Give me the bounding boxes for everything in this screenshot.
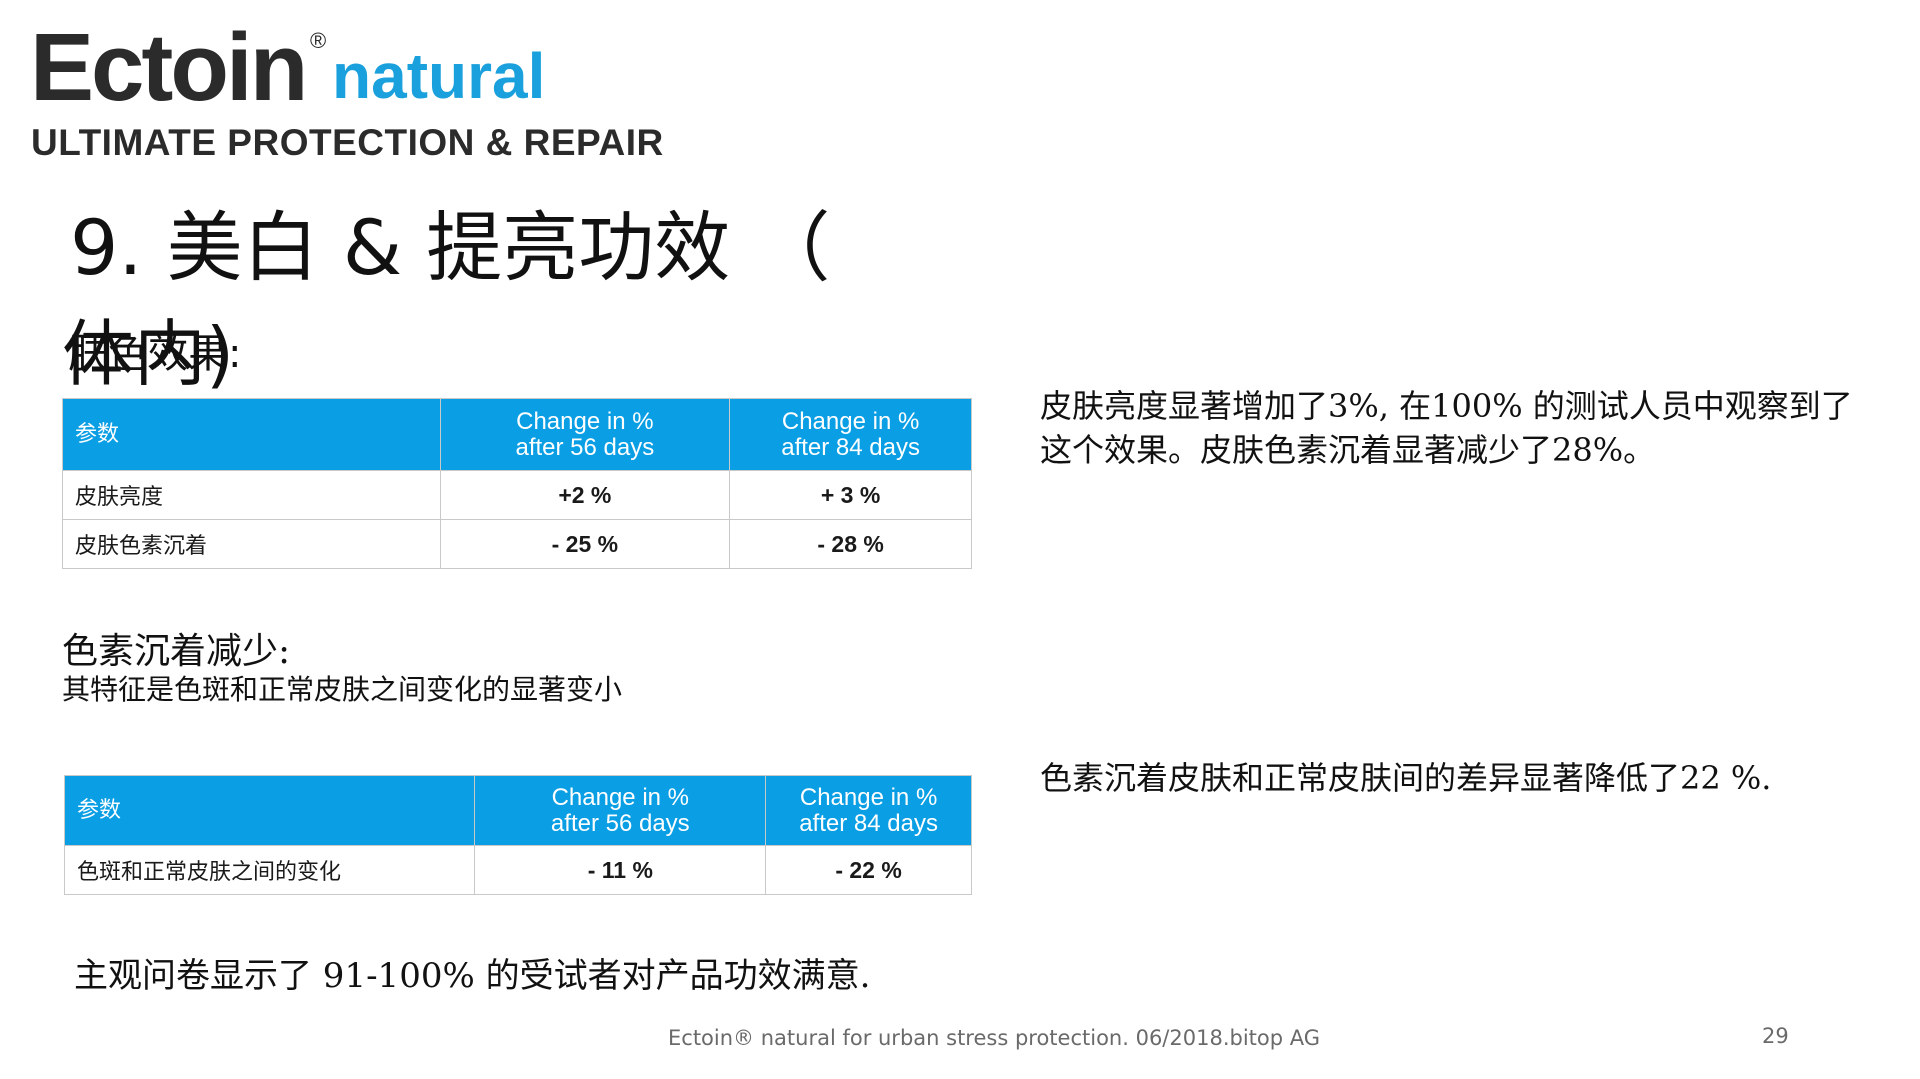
table2-row1-name: 色斑和正常皮肤之间的变化 bbox=[63, 845, 476, 895]
table2-row1-d56: - 11 % bbox=[474, 845, 767, 895]
skin-tone-heading: 肤色效果: bbox=[68, 331, 242, 377]
brightness-summary: 皮肤亮度显著增加了3%, 在100% 的测试人员中观察到了这个效果。皮肤色素沉着… bbox=[1040, 387, 1853, 469]
logo-tagline: ULTIMATE PROTECTION & REPAIR bbox=[31, 122, 664, 163]
page-number: 29 bbox=[1762, 1024, 1789, 1048]
table2-header-84days: Change in % after 84 days bbox=[765, 775, 972, 846]
pigmentation-heading: 色素沉着减少: bbox=[62, 631, 291, 672]
table-row: 色斑和正常皮肤之间的变化 - 11 % - 22 % bbox=[63, 845, 972, 895]
slide-title-line1: 9. 美白 & 提亮功效 （ bbox=[70, 203, 831, 292]
table1-row2-d84: - 28 % bbox=[729, 519, 972, 569]
table2-header-56days: Change in % after 56 days bbox=[474, 775, 767, 846]
table1-row1-d84: + 3 % bbox=[729, 470, 972, 520]
table1-row1-name: 皮肤亮度 bbox=[62, 470, 441, 520]
table-row: 皮肤色素沉着 - 25 % - 28 % bbox=[62, 519, 972, 569]
pigmentation-subheading: 其特征是色斑和正常皮肤之间变化的显著变小 bbox=[62, 673, 623, 706]
logo-ectoin: Ectoin bbox=[30, 14, 308, 121]
skin-tone-table: 参数 Change in % after 56 days Change in %… bbox=[62, 398, 972, 569]
logo-registered-mark: ® bbox=[310, 28, 327, 53]
table1-row2-d56: - 25 % bbox=[439, 519, 731, 569]
table1-row1-d56: +2 % bbox=[439, 470, 731, 520]
table2-header-param: 参数 bbox=[63, 775, 476, 846]
table2-row1-d84: - 22 % bbox=[765, 845, 972, 895]
table-row: 皮肤亮度 +2 % + 3 % bbox=[62, 470, 972, 520]
table1-header-param: 参数 bbox=[62, 398, 441, 471]
table1-row2-name: 皮肤色素沉着 bbox=[62, 519, 441, 569]
slide-title-line2: 体内) bbox=[62, 312, 235, 396]
footer-text: Ectoin® natural for urban stress protect… bbox=[668, 1026, 1321, 1050]
table1-header-56days: Change in % after 56 days bbox=[439, 398, 731, 471]
logo-natural: natural bbox=[332, 40, 546, 112]
table1-header-84days: Change in % after 84 days bbox=[729, 398, 972, 471]
pigmentation-table: 参数 Change in % after 56 days Change in %… bbox=[63, 775, 972, 895]
pigmentation-summary: 色素沉着皮肤和正常皮肤间的差异显著降低了22 %. bbox=[1040, 759, 1772, 797]
survey-statement: 主观问卷显示了 91-100% 的受试者对产品功效满意. bbox=[74, 956, 871, 996]
